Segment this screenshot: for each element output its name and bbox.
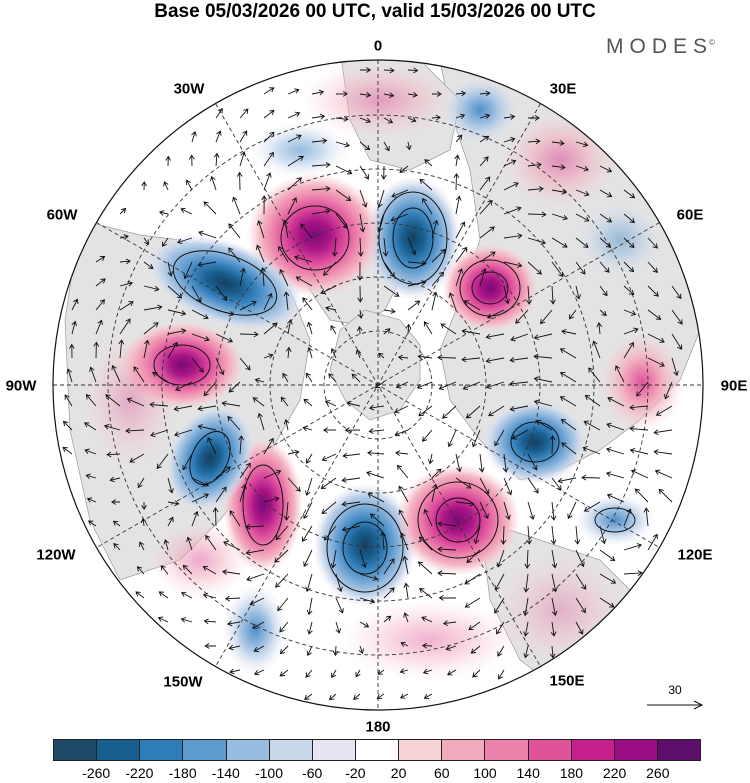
colorbar-swatch [270,740,313,760]
anomaly-field [250,122,350,178]
lon-label-120w: 120W [36,547,75,564]
colorbar-tick-label: -140 [212,765,240,781]
anomaly-center [483,400,587,484]
lon-label-0: 0 [374,38,382,55]
anomaly-field [490,550,630,670]
anomaly-center [396,464,520,576]
colorbar-tick-label: -220 [125,765,153,781]
colorbar-tick-label: -20 [345,765,365,781]
colorbar-swatch [485,740,528,760]
colorbar-tick-label: 100 [473,765,496,781]
colorbar-tick-label: -100 [255,765,283,781]
colorbar-tick-label: 260 [646,765,669,781]
lon-label-60w: 60W [47,207,78,224]
colorbar-tick-label: 220 [603,765,626,781]
lon-label-150e: 150E [549,673,584,690]
anomaly-field [500,110,620,210]
colorbar-tick-label: 60 [434,765,450,781]
map-field [53,50,703,710]
anomaly-center [600,332,684,432]
lon-label-90w: 90W [6,378,37,395]
lon-label-30e: 30E [550,81,577,98]
colorbar [53,739,701,761]
colorbar-swatch [183,740,226,760]
lon-label-120e: 120E [677,547,712,564]
reference-vector: 30 [645,683,705,713]
lon-label-90e: 90E [721,378,748,395]
colorbar-swatch [615,740,658,760]
colorbar-swatch [572,740,615,760]
colorbar-swatch [399,740,442,760]
lon-label-60e: 60E [677,207,704,224]
colorbar-tick-label: 140 [517,765,540,781]
colorbar-swatch [227,740,270,760]
colorbar-tick-label: -60 [302,765,322,781]
colorbar-swatch [313,740,356,760]
colorbar-swatch [529,740,572,760]
colorbar-tick-label: -180 [169,765,197,781]
colorbar-swatch [356,740,399,760]
polar-map [0,0,750,730]
colorbar-swatch [54,740,97,760]
lon-label-30w: 30W [174,81,205,98]
colorbar-tick-label: -260 [82,765,110,781]
lon-label-180: 180 [365,719,390,736]
colorbar-swatch [97,740,140,760]
colorbar-swatch [658,740,700,760]
lon-label-150w: 150W [163,674,202,691]
colorbar-tick-label: 20 [391,765,407,781]
anomaly-field [575,200,665,280]
colorbar-tick-label: 180 [560,765,583,781]
colorbar-swatch [140,740,183,760]
anomaly-center [442,244,538,332]
colorbar-swatch [442,740,485,760]
reference-arrow-icon [645,683,705,713]
